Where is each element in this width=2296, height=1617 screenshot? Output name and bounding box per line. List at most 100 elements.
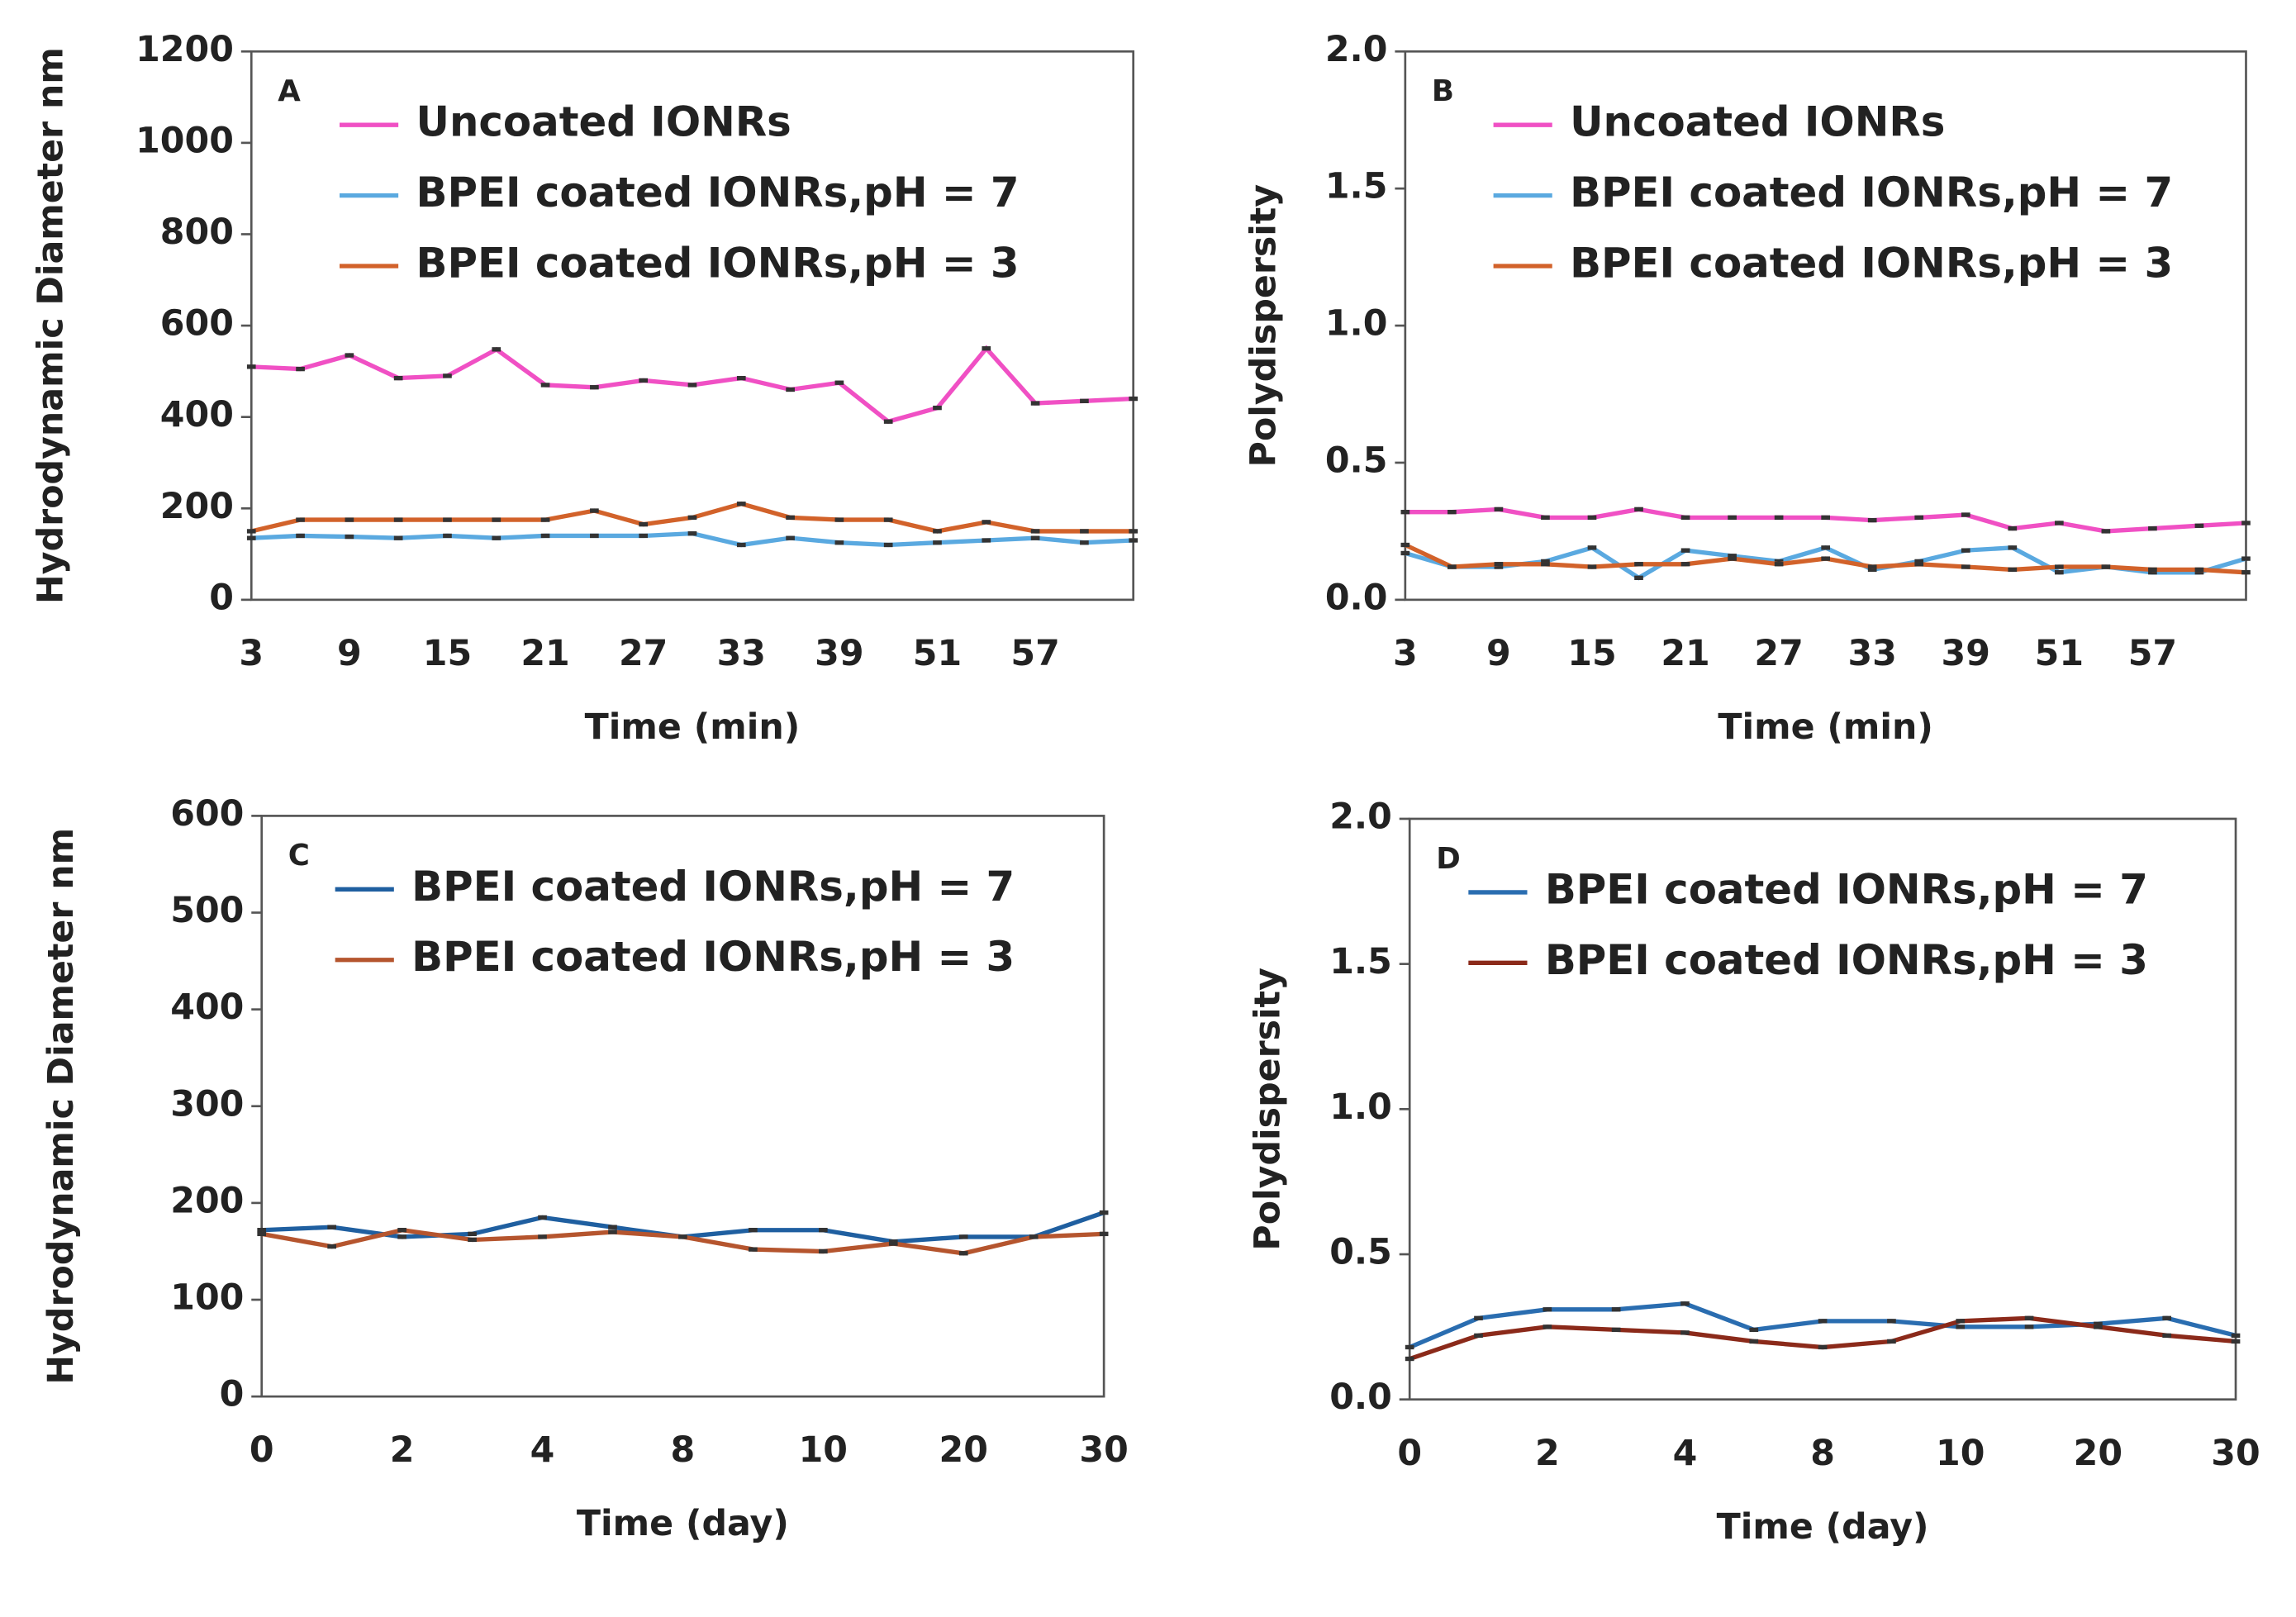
point-marker	[1728, 515, 1737, 520]
point-marker	[2194, 570, 2204, 575]
point-marker	[1961, 564, 1970, 569]
point-marker	[1099, 1231, 1109, 1237]
point-marker	[393, 535, 403, 540]
y-tick-label: 2.0	[1329, 796, 1392, 837]
point-marker	[1818, 1319, 1828, 1324]
x-tick-label: 33	[717, 633, 766, 674]
point-marker	[736, 542, 746, 548]
x-tick-label: 21	[1661, 633, 1709, 674]
point-marker	[982, 346, 991, 351]
point-marker	[345, 353, 354, 358]
point-marker	[492, 517, 502, 522]
x-tick-label: 15	[423, 633, 472, 674]
x-tick-label: 27	[619, 633, 668, 674]
x-tick-label: 4	[1673, 1433, 1698, 1474]
point-marker	[2162, 1333, 2172, 1339]
point-marker	[2094, 1325, 2103, 1329]
point-marker	[1680, 548, 1690, 553]
legend-label: BPEI coated IONRs,pH = 7	[1545, 865, 2148, 913]
point-marker	[1129, 529, 1138, 534]
y-tick-label: 600	[160, 303, 234, 345]
point-marker	[296, 517, 305, 522]
point-marker	[786, 535, 795, 540]
x-tick-label: 51	[913, 633, 962, 674]
point-marker	[1634, 575, 1643, 580]
x-axis-title: Time (day)	[577, 1503, 789, 1544]
point-marker	[2101, 564, 2111, 569]
point-marker	[958, 1251, 968, 1256]
point-marker	[834, 517, 844, 522]
point-marker	[538, 1215, 547, 1220]
point-marker	[296, 366, 305, 372]
point-marker	[393, 375, 403, 381]
x-tick-label: 10	[1936, 1433, 1985, 1474]
legend-label: Uncoated IONRs	[416, 98, 791, 146]
y-axis-title: Hydrodynamic Diameter nm	[31, 47, 72, 604]
point-marker	[2231, 1339, 2241, 1344]
point-marker	[933, 529, 942, 534]
point-marker	[1774, 559, 1784, 564]
point-marker	[1914, 515, 1924, 520]
x-tick-label: 39	[815, 633, 863, 674]
point-marker	[1447, 510, 1457, 515]
point-marker	[2148, 570, 2157, 575]
x-tick-label: 39	[1942, 633, 1990, 674]
legend-label: BPEI coated IONRs,pH = 7	[416, 169, 1020, 216]
point-marker	[1821, 545, 1830, 550]
y-tick-label: 1.0	[1329, 1087, 1392, 1128]
point-marker	[2148, 567, 2157, 573]
point-marker	[749, 1247, 758, 1252]
x-tick-label: 57	[2128, 633, 2177, 674]
point-marker	[590, 533, 599, 539]
point-marker	[257, 1231, 267, 1237]
point-marker	[2008, 545, 2018, 550]
x-tick-label: 0	[1397, 1433, 1422, 1474]
point-marker	[1543, 1325, 1552, 1329]
point-marker	[1494, 564, 1504, 569]
x-tick-label: 30	[1079, 1429, 1128, 1471]
point-marker	[1728, 556, 1737, 561]
legend-label: BPEI coated IONRs,pH = 3	[411, 933, 1015, 981]
point-marker	[345, 534, 354, 540]
point-marker	[2194, 567, 2204, 573]
point-marker	[1099, 1210, 1109, 1215]
point-marker	[736, 375, 746, 381]
point-marker	[2055, 564, 2064, 569]
y-tick-label: 200	[170, 1180, 244, 1221]
point-marker	[1474, 1315, 1483, 1320]
x-tick-label: 51	[2035, 633, 2084, 674]
point-marker	[883, 419, 893, 424]
point-marker	[608, 1229, 617, 1234]
point-marker	[1821, 515, 1830, 520]
x-tick-label: 2	[390, 1429, 415, 1471]
x-tick-label: 20	[2074, 1433, 2122, 1474]
point-marker	[786, 387, 795, 392]
legend-label: BPEI coated IONRs,pH = 7	[411, 863, 1015, 911]
panel-label: C	[288, 839, 310, 873]
point-marker	[1494, 562, 1504, 567]
x-tick-label: 8	[671, 1429, 696, 1471]
x-tick-label: 4	[530, 1429, 555, 1471]
point-marker	[1474, 1333, 1483, 1339]
point-marker	[1541, 559, 1550, 564]
point-marker	[1543, 1307, 1552, 1312]
point-marker	[1914, 562, 1924, 567]
point-marker	[2055, 521, 2064, 526]
point-marker	[1030, 535, 1040, 540]
point-marker	[2194, 523, 2204, 528]
y-tick-label: 0.5	[1325, 440, 1388, 481]
point-marker	[1029, 1234, 1039, 1239]
point-marker	[1634, 562, 1643, 567]
point-marker	[1129, 538, 1138, 543]
point-marker	[736, 502, 746, 507]
point-marker	[590, 385, 599, 390]
panel-label: D	[1436, 842, 1461, 876]
point-marker	[1867, 564, 1877, 569]
y-tick-label: 500	[170, 890, 244, 931]
point-marker	[1587, 564, 1597, 569]
point-marker	[540, 533, 550, 539]
point-marker	[540, 383, 550, 388]
point-marker	[1867, 517, 1877, 523]
point-marker	[2024, 1325, 2034, 1329]
